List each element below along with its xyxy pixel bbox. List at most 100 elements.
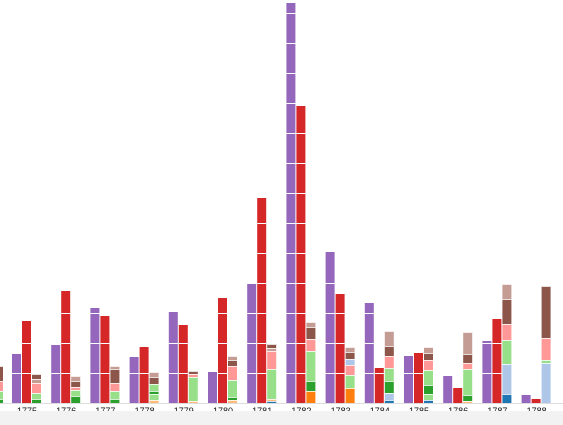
stack-1784-segment [384,331,394,346]
bar-gridline [296,253,306,254]
stack-1780-segment [228,366,237,380]
stack-1782-separator [306,381,316,382]
stack-1780-segment [228,397,237,400]
stack-1783-separator [345,352,355,353]
bar-gridline [286,43,296,44]
stack-1777-segment [110,399,120,403]
bar-gridline [90,343,100,344]
stack-1778-segment [149,391,159,394]
bar-gridline [286,73,296,74]
stack-1781-segment [267,399,277,401]
bar-gridline [100,373,110,374]
stack-1781-separator [267,399,277,400]
stack-1781-segment [267,351,277,369]
bar-gridline [296,283,306,284]
stack-1788-segment [541,363,551,403]
stack-1779-segment [188,401,198,403]
bar-1778-s0 [129,357,139,403]
edge-stack-separator [0,399,3,400]
stack-1786-separator [463,369,473,370]
bar-1780-s1 [218,298,227,403]
stack-1778-segment [149,372,159,377]
stack-1775-segment [32,379,41,383]
bar-1777-s0 [90,308,100,403]
stack-1779-separator [188,371,198,372]
bar-gridline [90,313,100,314]
stack-1780-separator [228,366,237,367]
stack-1785-segment [424,353,433,360]
bar-gridline [335,313,345,314]
stack-1777-separator [110,366,120,367]
stack-1785-separator [424,353,433,354]
stack-1776-separator [71,376,81,377]
bar-1783-s1 [335,294,345,403]
stack-1785-segment [424,385,433,394]
stack-1784-segment [384,368,394,381]
stack-1783-segment [345,365,355,375]
bar-gridline [61,343,71,344]
stack-1776-separator [71,381,81,382]
bar-gridline [286,103,296,104]
bar-1786-s1 [453,388,463,403]
stack-1781-separator [267,369,277,370]
bar-gridline [257,313,267,314]
stack-1779-separator [188,377,198,378]
stack-1779-separator [188,374,198,375]
stack-1785-separator [424,370,433,371]
stack-1778-segment [149,377,159,384]
bar-gridline [296,223,306,224]
stack-1782-segment [306,322,316,327]
stack-1787-separator [502,299,512,300]
stack-1784-segment [384,381,394,393]
bar-gridline [22,373,31,374]
stack-1782-separator [306,391,316,392]
stack-1776-segment [71,387,81,390]
bar-gridline [168,343,178,344]
bar-1779-s0 [168,312,178,403]
stack-1783-segment [345,375,355,388]
stack-1780-segment [228,360,237,366]
edge-stack-segment [0,391,3,399]
bar-1780-s0 [208,372,217,403]
stack-1778-separator [149,384,159,385]
bar-1787-s1 [492,319,502,403]
stack-1785-separator [424,360,433,361]
bar-gridline [286,133,296,134]
stack-1779-segment [188,371,198,374]
stack-1788-separator [541,286,551,287]
stack-1778-separator [149,372,159,373]
bar-gridline [492,343,502,344]
stack-1788-separator [541,360,551,361]
bar-gridline [12,373,21,374]
stack-1788-separator [541,338,551,339]
bar-gridline [482,343,492,344]
stack-1782-separator [306,322,316,323]
stack-1783-separator [345,359,355,360]
stack-1784-separator [384,393,394,394]
stack-1787-separator [502,394,512,395]
stack-1783-segment [345,359,355,365]
stack-1783-separator [345,365,355,366]
bar-gridline [257,283,267,284]
bar-gridline [61,373,71,374]
stack-1780-separator [228,356,237,357]
bar-gridline [286,343,296,344]
bar-gridline [364,343,374,344]
bars-layer [0,3,563,404]
bar-1776-s1 [61,291,71,403]
stack-1784-separator [384,368,394,369]
stack-1781-segment [267,348,277,351]
bar-1784-s1 [374,368,384,403]
stack-1775-segment [32,393,41,399]
stack-1776-segment [71,396,81,403]
bar-gridline [482,373,492,374]
stack-1785-segment [424,360,433,370]
stack-1778-segment [149,394,159,400]
stack-1784-separator [384,356,394,357]
stack-1787-separator [502,340,512,341]
bar-gridline [22,343,31,344]
stack-1783-segment [345,347,355,352]
stack-1777-separator [110,369,120,370]
stack-1784-segment [384,356,394,368]
stack-1786-segment [463,395,473,401]
